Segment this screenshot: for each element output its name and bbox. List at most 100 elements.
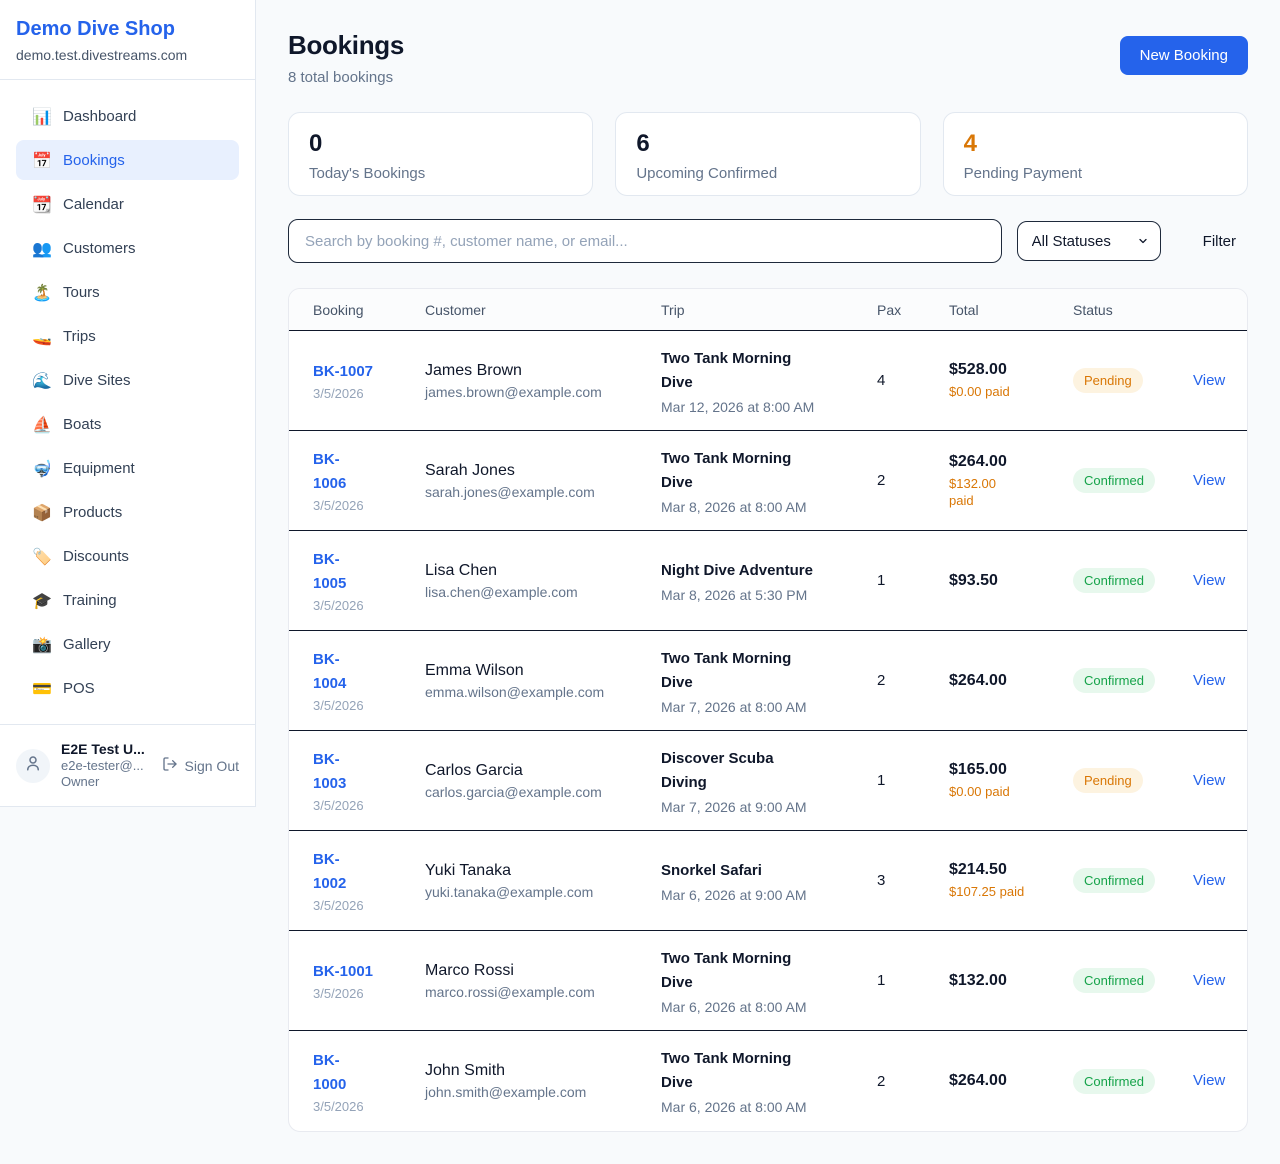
total-amount: $264.00 bbox=[949, 1072, 1007, 1089]
trip-datetime: Mar 6, 2026 at 8:00 AM bbox=[661, 998, 807, 1015]
booking-id-link[interactable]: BK- 1000 bbox=[313, 1051, 347, 1093]
user-role: Owner bbox=[61, 774, 100, 789]
paid-amount: $107.25 paid bbox=[949, 884, 1025, 899]
sidebar-item-tours[interactable]: 🏝️ Tours bbox=[16, 272, 239, 312]
booking-date: 3/5/2026 bbox=[313, 598, 364, 613]
booking-id-link[interactable]: BK- 1003 bbox=[313, 751, 347, 792]
pax-count: 1 bbox=[877, 772, 886, 789]
sidebar-item-boats[interactable]: ⛵ Boats bbox=[16, 404, 239, 444]
view-link[interactable]: View bbox=[1193, 771, 1226, 789]
total-amount: $264.00 bbox=[949, 671, 1007, 689]
sidebar-item-label: POS bbox=[63, 679, 95, 697]
column-header-customer: Customer bbox=[425, 301, 486, 318]
sidebar-item-label: Training bbox=[63, 591, 117, 609]
booking-date: 3/5/2026 bbox=[313, 1098, 364, 1114]
booking-id-link[interactable]: BK-1007 bbox=[313, 363, 374, 380]
sidebar-item-label: Trips bbox=[63, 327, 96, 345]
paid-amount: $132.00 paid bbox=[949, 475, 996, 508]
trip-name: Two Tank Morning Dive bbox=[661, 1050, 792, 1091]
table-row: BK- 1002 3/5/2026 Yuki Tanaka yuki.tanak… bbox=[289, 831, 1247, 931]
total-amount: $132.00 bbox=[949, 971, 1007, 989]
status-badge: Confirmed bbox=[1073, 668, 1155, 693]
sidebar-item-pos[interactable]: 💳 POS bbox=[16, 668, 239, 708]
sidebar-item-customers[interactable]: 👥 Customers bbox=[16, 228, 239, 268]
status-badge: Pending bbox=[1073, 368, 1143, 393]
view-link[interactable]: View bbox=[1193, 571, 1226, 589]
calendar-icon: 📆 bbox=[32, 194, 52, 214]
sidebar: Demo Dive Shop demo.test.divestreams.com… bbox=[0, 0, 256, 807]
view-link[interactable]: View bbox=[1193, 371, 1226, 389]
sidebar-item-trips[interactable]: 🚤 Trips bbox=[16, 316, 239, 356]
dashboard-icon: 📊 bbox=[32, 106, 52, 126]
status-badge: Confirmed bbox=[1073, 568, 1155, 593]
booking-id-link[interactable]: BK- 1006 bbox=[313, 451, 347, 492]
stat-label: Upcoming Confirmed bbox=[636, 165, 778, 182]
sidebar-item-label: Dive Sites bbox=[63, 371, 131, 389]
trip-name: Two Tank Morning Dive bbox=[661, 949, 792, 991]
trip-name: Discover Scuba Diving bbox=[661, 749, 774, 791]
sidebar-item-discounts[interactable]: 🏷️ Discounts bbox=[16, 536, 239, 576]
view-link[interactable]: View bbox=[1193, 1072, 1226, 1089]
booking-id-link[interactable]: BK- 1002 bbox=[313, 851, 347, 892]
view-link[interactable]: View bbox=[1193, 971, 1226, 989]
view-link[interactable]: View bbox=[1193, 671, 1226, 689]
filters-row: All Statuses Filter bbox=[288, 219, 1248, 263]
customer-email: john.smith@example.com bbox=[425, 1084, 587, 1100]
user-section: E2E Test U... e2e-tester@... Owner Sign … bbox=[0, 724, 255, 806]
sidebar-item-gallery[interactable]: 📸 Gallery bbox=[16, 624, 239, 664]
sidebar-item-label: Bookings bbox=[63, 151, 125, 169]
column-header-trip: Trip bbox=[661, 301, 685, 318]
customer-email: sarah.jones@example.com bbox=[425, 483, 595, 500]
sidebar-nav: 📊 Dashboard 📅 Bookings 📆 Calendar 👥 Cust… bbox=[0, 80, 255, 724]
booking-date: 3/5/2026 bbox=[313, 898, 364, 913]
sidebar-item-label: Customers bbox=[63, 239, 136, 257]
sidebar-item-equipment[interactable]: 🤿 Equipment bbox=[16, 448, 239, 488]
sidebar-item-label: Dashboard bbox=[63, 107, 137, 125]
new-booking-button[interactable]: New Booking bbox=[1119, 36, 1248, 75]
sidebar-item-dashboard[interactable]: 📊 Dashboard bbox=[16, 96, 239, 136]
sidebar-item-dive-sites[interactable]: 🌊 Dive Sites bbox=[16, 360, 239, 400]
search-input[interactable] bbox=[288, 219, 1002, 263]
sign-out-button[interactable]: Sign Out bbox=[162, 756, 239, 775]
table-row: BK- 1006 3/5/2026 Sarah Jones sarah.jone… bbox=[289, 431, 1247, 531]
stat-label: Today's Bookings bbox=[309, 165, 426, 182]
sidebar-item-calendar[interactable]: 📆 Calendar bbox=[16, 184, 239, 224]
pax-count: 1 bbox=[877, 572, 886, 589]
booking-date: 3/5/2026 bbox=[313, 498, 364, 513]
booking-id-link[interactable]: BK- 1005 bbox=[313, 551, 347, 592]
status-badge: Confirmed bbox=[1073, 868, 1155, 893]
trip-name: Two Tank Morning Dive bbox=[661, 449, 792, 491]
view-link[interactable]: View bbox=[1193, 871, 1226, 889]
sidebar-item-label: Products bbox=[63, 503, 123, 521]
table-row: BK-1007 3/5/2026 James Brown james.brown… bbox=[289, 331, 1247, 431]
equipment-icon: 🤿 bbox=[32, 458, 52, 478]
customer-email: emma.wilson@example.com bbox=[425, 683, 605, 700]
booking-id-link[interactable]: BK- 1004 bbox=[313, 651, 347, 692]
filter-button[interactable]: Filter bbox=[1191, 225, 1248, 258]
sidebar-item-label: Tours bbox=[63, 283, 100, 301]
pax-count: 4 bbox=[877, 372, 886, 389]
stat-card: 0 Today's Bookings bbox=[288, 112, 594, 196]
sidebar-item-training[interactable]: 🎓 Training bbox=[16, 580, 239, 620]
pos-icon: 💳 bbox=[32, 678, 52, 698]
bookings-table: Booking Customer Trip Pax Total Status B… bbox=[288, 288, 1248, 1132]
table-header-row: Booking Customer Trip Pax Total Status bbox=[289, 289, 1247, 331]
stat-value: 4 bbox=[963, 130, 978, 157]
status-filter-select[interactable]: All Statuses bbox=[1016, 221, 1161, 261]
sign-out-label: Sign Out bbox=[184, 757, 239, 774]
table-row: BK- 1000 3/5/2026 John Smith john.smith@… bbox=[289, 1031, 1247, 1131]
main-content: Bookings 8 total bookings New Booking 0 … bbox=[256, 0, 1280, 1164]
table-body: BK-1007 3/5/2026 James Brown james.brown… bbox=[289, 331, 1247, 1131]
sidebar-item-bookings[interactable]: 📅 Bookings bbox=[16, 140, 239, 180]
customer-email: lisa.chen@example.com bbox=[425, 583, 578, 600]
table-row: BK- 1005 3/5/2026 Lisa Chen lisa.chen@ex… bbox=[289, 531, 1247, 631]
total-amount: $165.00 bbox=[949, 761, 1007, 778]
view-link[interactable]: View bbox=[1193, 471, 1226, 489]
sidebar-item-products[interactable]: 📦 Products bbox=[16, 492, 239, 532]
booking-id-link[interactable]: BK-1001 bbox=[313, 963, 374, 980]
sidebar-item-label: Discounts bbox=[63, 547, 129, 565]
status-badge: Confirmed bbox=[1073, 468, 1155, 493]
customer-name: Sarah Jones bbox=[425, 461, 515, 479]
stat-value: 0 bbox=[309, 130, 323, 157]
sidebar-item-label: Equipment bbox=[63, 459, 135, 477]
